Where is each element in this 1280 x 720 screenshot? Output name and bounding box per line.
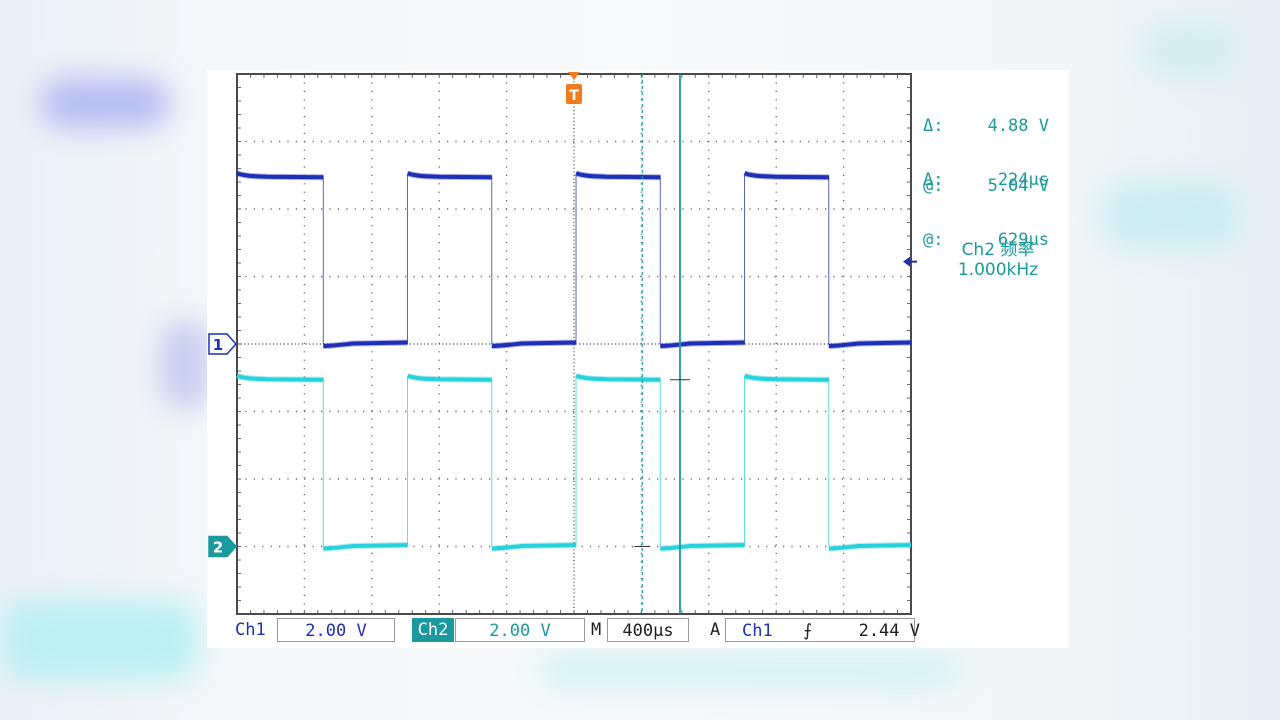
time-delta-label: Δ: [923,170,944,190]
ch1-scale-value: 2.00 V [305,621,367,641]
frequency-measurement: Ch2 频率 1.000kHz [923,240,1073,280]
channel-marker-label: 1 [213,336,223,354]
background-blob [540,650,960,690]
background-blob [160,320,210,410]
voltage-cursor-readout: Δ: 4.88 V @: 5.04 V [923,76,1049,236]
voltage-delta-value: 4.88 V [987,116,1049,136]
background-blob [0,600,200,680]
oscilloscope-screen: 1 2 T Δ: 4.88 V @: 5.04 V Δ: 224µs @: 629µs Ch… [207,70,1069,648]
ch2-ground-marker[interactable]: 2 [208,535,238,558]
time-at-label: @: [923,230,944,250]
timebase-label: M [591,620,602,640]
trigger-slope-icon: ⨍ [803,621,813,641]
voltage-at-value: 5.04 V [987,176,1049,196]
time-cursor-readout: Δ: 224µs @: 629µs [923,130,1049,290]
voltage-at-label: @: [923,176,944,196]
time-at-value: 629µs [997,230,1049,250]
trigger-position-arrow [568,72,580,80]
time-delta-value: 224µs [997,170,1049,190]
channel-marker-shape [208,333,238,355]
ch2-label: Ch2 [412,618,454,642]
trigger-position-label: T [569,88,579,104]
waveform-plot: 1 2 T [208,72,917,615]
ch1-label: Ch1 [235,620,266,640]
background-blob [40,78,170,128]
ch1-trace [236,171,912,348]
measurement-value: 1.000kHz [957,260,1039,280]
ch1-trace-noise [235,170,912,349]
ch2-trace [236,373,912,551]
trigger-position-marker [566,84,582,104]
ch2-scale[interactable]: 2.00 V [455,618,585,642]
channel-marker-label: 2 [213,539,223,557]
measurement-label: Ch2 频率 [961,240,1035,260]
background-blob [1140,20,1240,80]
timebase-value[interactable]: 400µs [607,618,689,642]
channel-marker-shape [208,535,238,558]
trigger-settings[interactable]: Ch1 ⨍ 2.44 V [725,618,920,642]
trigger-mode: A [710,620,721,640]
ch1-ground-marker[interactable]: 1 [208,333,238,355]
ch1-scale[interactable]: 2.00 V [277,618,395,642]
trigger-level: 2.44 V [858,621,920,641]
trigger-source: Ch1 [742,621,773,641]
voltage-delta-label: Δ: [923,116,944,136]
trigger-level-arrow [903,256,910,267]
ch2-scale-value: 2.00 V [489,621,551,641]
background-blob [1100,180,1240,250]
